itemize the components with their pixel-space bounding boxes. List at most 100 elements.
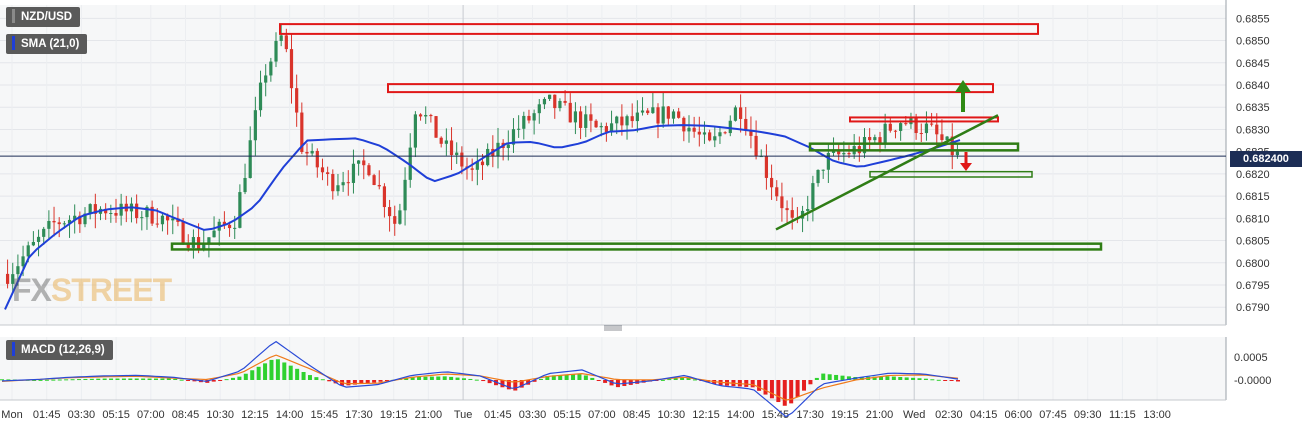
macd-histogram-bar (166, 378, 171, 380)
candle-body (372, 175, 376, 186)
time-tick-label: Mon (1, 409, 22, 421)
macd-histogram-bar (834, 374, 839, 380)
macd-histogram-bar (288, 365, 293, 380)
candle-body (57, 222, 61, 225)
time-tick-label: 05:15 (553, 409, 581, 421)
support-zone (808, 142, 1020, 152)
macd-histogram-bar (417, 376, 422, 380)
time-tick-label: 03:30 (68, 409, 96, 421)
macd-histogram-bar (859, 376, 864, 380)
macd-histogram-bar (692, 379, 697, 381)
candle-body (780, 196, 784, 209)
candle-body (135, 203, 139, 219)
macd-plot-area (0, 337, 1226, 400)
candle-body (904, 123, 908, 125)
macd-histogram-bar (352, 380, 357, 385)
macd-histogram-bar (64, 379, 69, 381)
time-tick-label: 06:00 (1005, 409, 1033, 421)
candle-body (418, 114, 423, 117)
candle-body (475, 161, 479, 170)
sma-swatch (12, 35, 15, 50)
candle-body (599, 126, 603, 128)
macd-histogram-bar (256, 366, 261, 380)
candle-body (517, 128, 521, 130)
candle-body (718, 132, 722, 137)
candle-body (341, 182, 345, 186)
candle-body (300, 112, 304, 152)
candle-body (398, 210, 402, 224)
time-tick-label: 08:45 (172, 409, 200, 421)
candle-body (708, 132, 712, 141)
candle-body (331, 174, 335, 192)
candle-body (160, 215, 165, 225)
macd-histogram-bar (660, 379, 665, 381)
candle-body (640, 110, 645, 113)
candle-body (661, 106, 665, 124)
macd-histogram-bar (109, 378, 114, 380)
price-tick-label: 0.6810 (1236, 213, 1270, 225)
macd-histogram-bar (269, 359, 274, 380)
macd-histogram-bar (686, 377, 691, 380)
time-tick-label: 07:00 (588, 409, 616, 421)
candle-body (868, 137, 872, 141)
candle-body (248, 140, 252, 178)
candle-body (837, 150, 841, 155)
macd-histogram-bar (359, 380, 364, 384)
symbol-badge[interactable]: NZD/USD (6, 7, 81, 27)
candle-body (269, 61, 273, 76)
candle-body (16, 266, 20, 275)
candle-body (615, 116, 619, 124)
macd-histogram-bar (179, 379, 184, 381)
candle-body (506, 144, 510, 149)
macd-histogram-bar (930, 379, 935, 381)
macd-histogram-bar (384, 380, 389, 381)
candle-body (31, 241, 35, 246)
sma-badge[interactable]: SMA (21,0) (6, 34, 88, 54)
time-tick-label: Tue (454, 409, 473, 421)
time-tick-label: 15:45 (311, 409, 339, 421)
candle-body (243, 177, 247, 193)
macd-histogram-bar (442, 376, 447, 380)
macd-histogram-bar (481, 380, 486, 382)
candle-body (625, 116, 629, 126)
candle-body (744, 118, 748, 131)
candle-body (527, 115, 531, 121)
candle-body (630, 116, 634, 122)
candle-body (537, 104, 541, 114)
macd-histogram-bar (596, 380, 601, 381)
support-zone (170, 242, 1103, 251)
candle-body (36, 236, 41, 242)
candle-body (413, 114, 417, 148)
time-tick-label: 10:30 (206, 409, 234, 421)
macd-histogram-bar (192, 380, 197, 382)
candle-body (486, 148, 490, 166)
macd-histogram-bar (83, 378, 88, 380)
candle-body (950, 136, 954, 156)
macd-histogram-bar (160, 378, 165, 380)
candle-body (532, 113, 536, 121)
time-tick-label: 02:30 (935, 409, 963, 421)
macd-histogram-bar (230, 377, 235, 380)
macd-histogram-bar (846, 376, 851, 380)
macd-histogram-bar (327, 380, 332, 382)
macd-histogram-bar (750, 380, 755, 388)
candle-body (578, 111, 583, 128)
price-tick-label: 0.6790 (1236, 302, 1270, 314)
symbol-label: NZD/USD (21, 11, 73, 23)
candle-body (883, 123, 887, 143)
candle-body (336, 185, 340, 192)
candle-body (444, 140, 448, 144)
macd-badge[interactable]: MACD (12,26,9) (6, 340, 113, 360)
candle-body (357, 160, 361, 164)
candle-body (604, 126, 608, 133)
macd-histogram-bar (423, 376, 428, 380)
candle-body (83, 213, 87, 225)
macd-histogram-bar (680, 377, 685, 380)
macd-histogram-bar (538, 378, 543, 380)
time-tick-label: 13:00 (1143, 409, 1171, 421)
macd-histogram-bar (519, 380, 524, 388)
macd-histogram-bar (872, 376, 877, 380)
candle-body (785, 208, 789, 211)
candle-body (351, 163, 356, 183)
